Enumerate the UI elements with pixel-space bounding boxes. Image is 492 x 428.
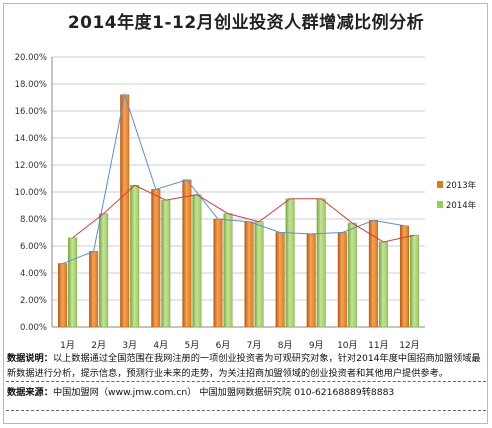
bar-2014: [378, 241, 388, 328]
x-tick-label: 8月: [278, 340, 293, 351]
x-tick-label: 7月: [247, 340, 262, 351]
bar-2014: [161, 199, 171, 328]
y-tick-label: 4.00%: [20, 269, 47, 279]
data-source: 数据来源：中国加盟网（www.jmw.com.cn） 中国加盟网数据研究院 01…: [7, 385, 487, 400]
x-tick-label: 12月: [399, 340, 419, 351]
bar-2014: [285, 198, 295, 328]
bar-2013: [213, 218, 223, 328]
x-tick-label: 6月: [216, 340, 231, 351]
y-tick-label: 12.00%: [15, 161, 47, 171]
trend-line-2014: [72, 184, 415, 243]
x-tick-label: 1月: [60, 340, 75, 351]
y-tick-label: 18.00%: [15, 80, 47, 90]
bar-2013: [399, 225, 409, 328]
y-tick-label: 8.00%: [20, 215, 47, 225]
bar-2013: [337, 232, 347, 328]
x-tick-label: 3月: [122, 340, 137, 351]
bar-2014: [130, 185, 140, 328]
bar-2013: [306, 233, 316, 328]
chart-title: 2014年度1-12月创业投资人群增减比例分析: [67, 13, 425, 33]
divider: [6, 381, 486, 382]
x-tick-label: 4月: [153, 340, 168, 351]
data-source-label: 数据来源：: [7, 387, 53, 398]
bar-2013: [244, 221, 254, 328]
legend-label-2014: 2014年: [446, 200, 477, 211]
y-tick-label: 20.00%: [15, 53, 47, 63]
legend-swatch-2014: [437, 201, 443, 208]
bar-2013: [89, 251, 99, 328]
x-tick-label: 9月: [309, 340, 324, 351]
y-tick-label: 6.00%: [20, 242, 47, 252]
bar-2014: [254, 221, 264, 328]
bar-2014: [68, 237, 78, 328]
divider-bottom: [6, 410, 486, 411]
bar-2013: [120, 94, 130, 328]
x-tick-label: 11月: [368, 340, 388, 351]
y-tick-label: 10.00%: [15, 188, 47, 198]
bar-2013: [58, 263, 68, 328]
bar-2014: [99, 213, 109, 328]
bar-2013: [151, 189, 161, 328]
trend-line-2013: [62, 92, 405, 265]
bar-2013: [182, 179, 192, 328]
x-tick-label: 10月: [337, 340, 357, 351]
y-tick-label: 2.00%: [20, 296, 47, 306]
bar-2014: [347, 222, 357, 328]
data-note-text: 以上数据通过全国范围在我网注册的一项创业投资者为可观研究对象，针对2014年度中…: [7, 353, 481, 379]
bar-2014: [223, 213, 233, 328]
data-note: 数据说明：以上数据通过全国范围在我网注册的一项创业投资者为可观研究对象，针对20…: [7, 351, 485, 381]
y-tick-label: 16.00%: [15, 107, 47, 117]
x-tick-label: 5月: [185, 340, 200, 351]
legend-swatch-2013: [437, 181, 443, 188]
bar-2014: [316, 198, 326, 328]
y-tick-label: 0.00%: [20, 323, 47, 333]
bar-2014: [192, 194, 202, 328]
data-note-label: 数据说明：: [7, 353, 53, 364]
y-tick-label: 14.00%: [15, 134, 47, 144]
x-tick-label: 2月: [91, 340, 106, 351]
bar-2013: [275, 232, 285, 328]
bar-2014: [409, 234, 419, 328]
data-source-text: 中国加盟网（www.jmw.com.cn） 中国加盟网数据研究院 010-621…: [52, 387, 395, 398]
legend-label-2013: 2013年: [446, 180, 477, 191]
